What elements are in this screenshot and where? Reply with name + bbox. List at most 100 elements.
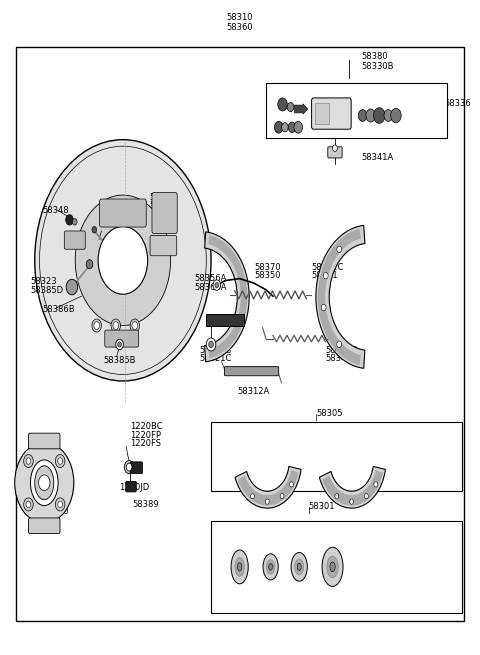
Circle shape bbox=[209, 341, 214, 348]
Circle shape bbox=[116, 339, 123, 350]
Text: 58314: 58314 bbox=[288, 111, 314, 120]
Text: 58385B: 58385B bbox=[104, 356, 136, 365]
Bar bbox=[211, 521, 462, 612]
Circle shape bbox=[282, 122, 288, 132]
Circle shape bbox=[24, 498, 33, 511]
Text: 1220FP: 1220FP bbox=[130, 430, 161, 440]
FancyBboxPatch shape bbox=[126, 481, 136, 492]
Circle shape bbox=[111, 319, 120, 332]
Wedge shape bbox=[319, 466, 385, 508]
Circle shape bbox=[278, 98, 288, 111]
Text: 58330B: 58330B bbox=[361, 62, 394, 71]
Circle shape bbox=[324, 272, 328, 279]
FancyBboxPatch shape bbox=[224, 367, 279, 376]
FancyBboxPatch shape bbox=[130, 462, 143, 474]
Wedge shape bbox=[238, 470, 299, 506]
Text: 58360: 58360 bbox=[227, 23, 253, 32]
Text: 58305: 58305 bbox=[316, 409, 342, 418]
Text: 1220FS: 1220FS bbox=[130, 439, 161, 448]
Circle shape bbox=[92, 319, 101, 332]
Text: 1220BC: 1220BC bbox=[130, 422, 163, 431]
Circle shape bbox=[289, 482, 293, 487]
FancyBboxPatch shape bbox=[312, 98, 351, 129]
Ellipse shape bbox=[295, 559, 304, 574]
Circle shape bbox=[391, 108, 401, 122]
Text: 58310: 58310 bbox=[227, 13, 253, 22]
FancyBboxPatch shape bbox=[150, 236, 177, 255]
FancyBboxPatch shape bbox=[28, 518, 60, 534]
Circle shape bbox=[98, 227, 148, 294]
Text: 58390: 58390 bbox=[42, 507, 68, 516]
Ellipse shape bbox=[231, 550, 248, 584]
FancyArrow shape bbox=[294, 103, 308, 114]
Circle shape bbox=[75, 195, 170, 326]
Circle shape bbox=[55, 455, 65, 468]
Circle shape bbox=[206, 338, 216, 351]
Circle shape bbox=[321, 305, 326, 311]
FancyBboxPatch shape bbox=[64, 231, 85, 250]
Circle shape bbox=[113, 322, 119, 329]
Wedge shape bbox=[235, 466, 301, 508]
Bar bbox=[211, 422, 462, 491]
Ellipse shape bbox=[35, 466, 54, 500]
Circle shape bbox=[35, 140, 211, 381]
Circle shape bbox=[15, 442, 74, 523]
Text: 58356A: 58356A bbox=[194, 274, 227, 283]
Circle shape bbox=[58, 458, 62, 464]
Text: 58348: 58348 bbox=[42, 206, 69, 215]
Ellipse shape bbox=[297, 563, 301, 571]
Circle shape bbox=[251, 494, 254, 499]
Circle shape bbox=[126, 463, 132, 471]
Text: 58336: 58336 bbox=[444, 100, 471, 108]
Circle shape bbox=[124, 460, 134, 474]
Wedge shape bbox=[204, 232, 249, 362]
Circle shape bbox=[288, 122, 296, 132]
Circle shape bbox=[213, 280, 221, 290]
Circle shape bbox=[366, 109, 375, 122]
Circle shape bbox=[384, 109, 393, 121]
Circle shape bbox=[364, 494, 368, 499]
Text: 58345E: 58345E bbox=[325, 354, 357, 364]
Circle shape bbox=[26, 458, 31, 464]
Circle shape bbox=[92, 227, 96, 233]
Text: 58125F: 58125F bbox=[304, 83, 335, 92]
FancyBboxPatch shape bbox=[99, 199, 146, 227]
Circle shape bbox=[337, 341, 342, 348]
Text: 58312A: 58312A bbox=[237, 387, 269, 396]
Wedge shape bbox=[316, 225, 365, 368]
Text: 58341A: 58341A bbox=[361, 153, 394, 162]
Ellipse shape bbox=[238, 563, 242, 571]
Circle shape bbox=[374, 482, 378, 487]
Ellipse shape bbox=[322, 548, 343, 586]
Circle shape bbox=[24, 455, 33, 468]
FancyBboxPatch shape bbox=[152, 193, 177, 234]
Text: 58385D: 58385D bbox=[30, 286, 63, 295]
FancyBboxPatch shape bbox=[28, 433, 60, 449]
Ellipse shape bbox=[235, 557, 244, 576]
Circle shape bbox=[350, 499, 354, 504]
Text: 58366A: 58366A bbox=[194, 282, 227, 291]
Circle shape bbox=[118, 342, 121, 347]
Circle shape bbox=[294, 121, 302, 133]
Circle shape bbox=[288, 102, 294, 111]
Ellipse shape bbox=[269, 563, 273, 570]
Text: 58344D: 58344D bbox=[325, 346, 359, 355]
Circle shape bbox=[335, 494, 339, 499]
Text: 58350: 58350 bbox=[254, 271, 280, 280]
Circle shape bbox=[94, 322, 99, 329]
Text: 58322B: 58322B bbox=[199, 346, 231, 355]
Bar bbox=[266, 83, 447, 138]
Text: 58370: 58370 bbox=[254, 263, 281, 272]
Circle shape bbox=[215, 282, 219, 288]
Circle shape bbox=[26, 501, 31, 508]
FancyBboxPatch shape bbox=[105, 330, 139, 347]
Circle shape bbox=[38, 475, 50, 491]
Text: 58323: 58323 bbox=[30, 277, 57, 286]
Circle shape bbox=[58, 501, 62, 508]
Circle shape bbox=[337, 246, 342, 253]
Ellipse shape bbox=[291, 553, 307, 581]
FancyBboxPatch shape bbox=[328, 147, 342, 158]
Circle shape bbox=[72, 219, 77, 225]
Circle shape bbox=[66, 215, 73, 225]
Text: 58355: 58355 bbox=[149, 193, 176, 202]
